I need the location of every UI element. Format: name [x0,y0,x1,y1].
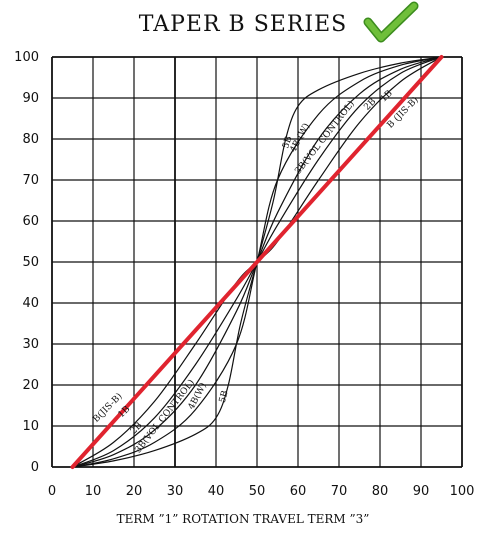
y-tick-label: 30 [22,337,39,352]
tick-labels: 0 10 20 30 40 50 60 70 80 90 100 0 10 20 30 40 50 60 70 80 9… [14,50,474,499]
curve-label: 2B [362,97,378,113]
curve-label: B(JIS-B) [91,391,125,425]
check-mark-icon [363,1,419,43]
y-tick-label: 100 [14,50,39,65]
x-tick-label: 50 [249,484,266,499]
y-tick-label: 70 [22,173,39,188]
y-tick-label: 40 [22,296,39,311]
curve-label: 5B [281,135,294,150]
y-tick-label: 0 [31,460,39,475]
curve-label: 2B [129,421,145,437]
curve-label: 5B [218,389,231,404]
x-tick-label: 10 [85,484,102,499]
y-tick-label: 80 [22,132,39,147]
highlight-line [70,55,444,469]
x-tick-label: 30 [167,484,184,499]
x-tick-label: 0 [48,484,56,499]
highlight-line-jis-b [70,55,444,469]
x-tick-label: 20 [126,484,143,499]
y-tick-label: 90 [22,91,39,106]
x-tick-label: 80 [372,484,389,499]
x-tick-label: 40 [208,484,225,499]
y-tick-label: 20 [22,378,39,393]
y-tick-label: 60 [22,214,39,229]
x-axis-label: TERM ”1” ROTATION TRAVEL TERM ”3” [116,512,370,526]
check-mark-fill [365,3,417,41]
curve-label: 1B [379,88,395,104]
x-tick-label: 70 [331,484,348,499]
x-tick-label: 100 [450,484,475,499]
x-tick-label: 90 [413,484,430,499]
x-tick-label: 60 [290,484,307,499]
y-tick-label: 50 [22,255,39,270]
chart-title: TAPER B SERIES [138,12,348,37]
y-tick-label: 10 [22,419,39,434]
